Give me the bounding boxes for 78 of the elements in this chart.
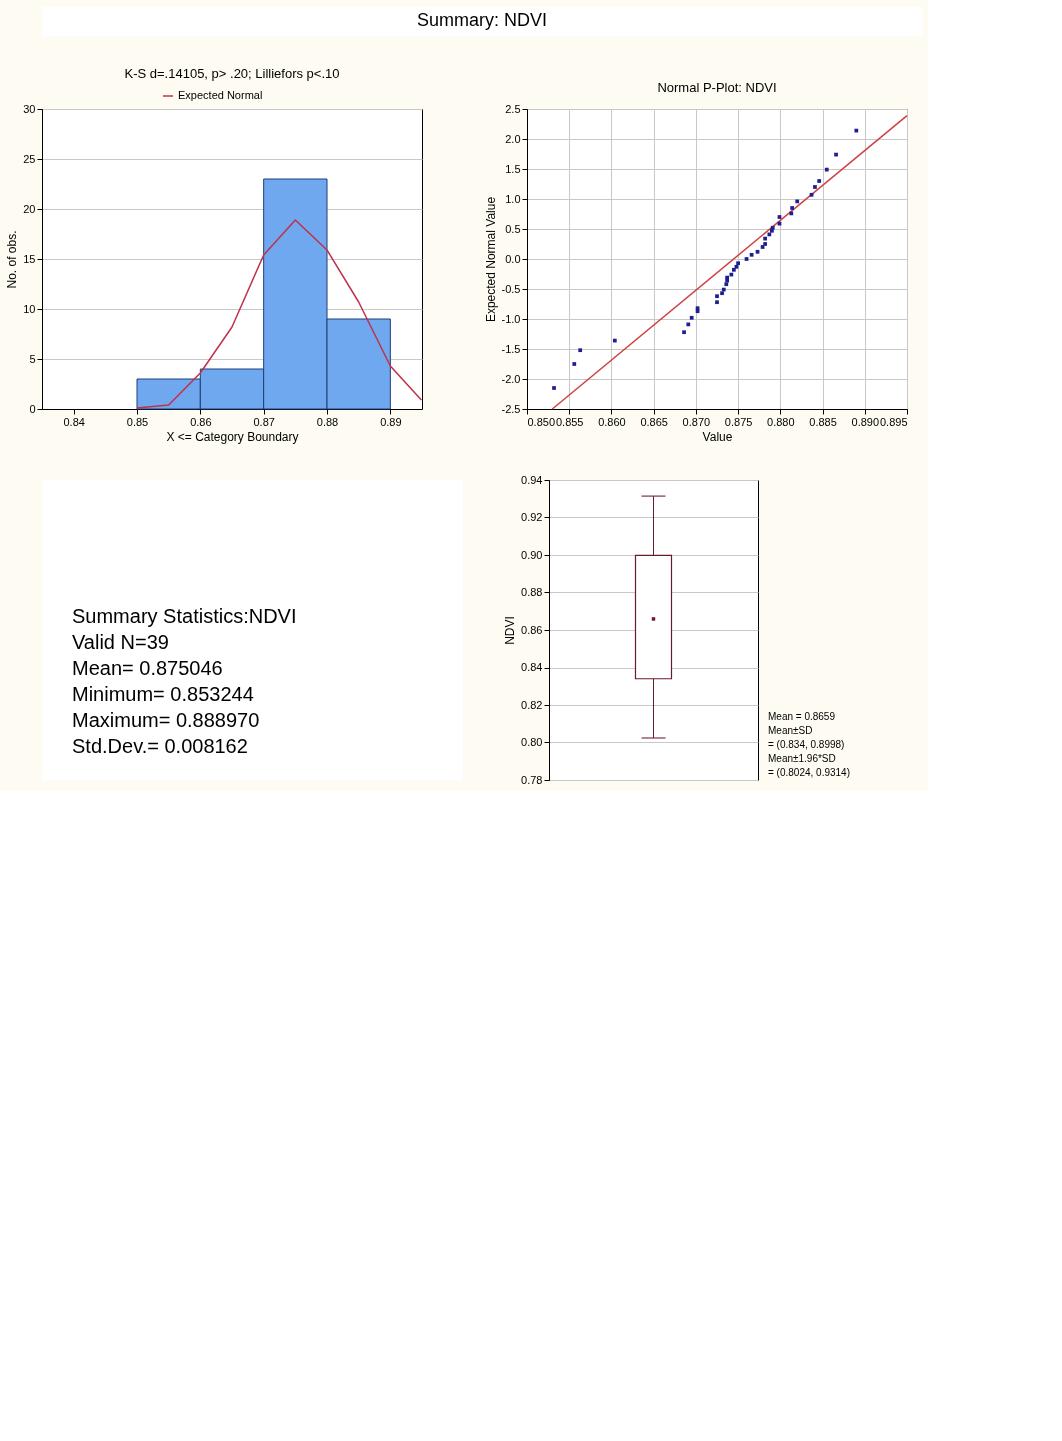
y-tick-label: -2.0 bbox=[501, 372, 521, 385]
x-tick-label: 0.850 bbox=[527, 415, 556, 428]
y-axis-title: No. of obs. bbox=[5, 230, 20, 289]
y-tick-label: 2.5 bbox=[505, 102, 521, 115]
y-tick-label: -2.5 bbox=[501, 402, 521, 415]
point bbox=[770, 228, 774, 233]
legend-label: Expected Normal bbox=[178, 89, 263, 101]
text: Std.Dev.= 0.008162 bbox=[72, 735, 248, 757]
point bbox=[552, 386, 556, 390]
point bbox=[572, 362, 577, 366]
text: = (0.8024, 0.9314) bbox=[768, 767, 851, 778]
y-tick-label: 0.92 bbox=[521, 511, 543, 523]
y-tick-label: 2.0 bbox=[505, 132, 521, 145]
text: Mean±SD bbox=[768, 725, 813, 736]
y-tick-label: 0.80 bbox=[521, 736, 543, 748]
y-tick-label: 10 bbox=[23, 302, 36, 315]
x-tick-label: 0.84 bbox=[63, 415, 85, 428]
text: Mean±1.96*SD bbox=[768, 753, 836, 764]
point bbox=[770, 225, 775, 230]
y-tick-label: 0.5 bbox=[505, 222, 521, 235]
point bbox=[682, 330, 686, 335]
y-tick-label: 0.94 bbox=[521, 473, 543, 486]
y-axis-title: Expected Normal Value bbox=[483, 196, 498, 323]
x-tick-label: 0.865 bbox=[640, 415, 668, 428]
y-tick-label: 0.86 bbox=[521, 623, 543, 636]
y-tick-label: 5 bbox=[29, 352, 36, 365]
y-tick-label: 1.5 bbox=[505, 162, 521, 175]
y-tick-label: 1.0 bbox=[505, 192, 521, 205]
y-tick-label: 15 bbox=[23, 252, 36, 265]
text: Mean = 0.8659 bbox=[768, 711, 836, 722]
x-tick-label: 0.875 bbox=[724, 415, 753, 428]
text: Valid N=39 bbox=[72, 631, 169, 653]
text: Maximum= 0.888970 bbox=[72, 709, 260, 731]
y-tick-label: 0.78 bbox=[521, 773, 543, 786]
x-tick-label: 0.860 bbox=[598, 415, 626, 428]
x-tick-label: 0.86 bbox=[190, 415, 212, 428]
x-tick-label: 0.85 bbox=[126, 415, 149, 428]
x-tick-label: 0.870 bbox=[682, 415, 711, 428]
point bbox=[578, 348, 583, 353]
x-tick-label: 0.855 bbox=[555, 415, 584, 428]
text: Minimum= 0.853244 bbox=[72, 683, 254, 705]
text: Summary: NDVI bbox=[416, 10, 548, 30]
y-tick-label: 25 bbox=[23, 152, 36, 165]
text: = (0.834, 0.8998) bbox=[768, 739, 845, 750]
point bbox=[790, 206, 795, 210]
point bbox=[720, 291, 724, 296]
y-tick-label: 30 bbox=[23, 102, 36, 115]
point bbox=[715, 294, 719, 299]
x-axis-title: X <= Category Boundary bbox=[166, 429, 299, 444]
y-tick-label: -1.5 bbox=[501, 342, 521, 355]
x-tick-label: 0.895 bbox=[879, 415, 908, 428]
y-tick-label: 20 bbox=[23, 202, 36, 215]
y-tick-label: -0.5 bbox=[501, 282, 521, 295]
y-tick-label: 0.0 bbox=[505, 252, 521, 265]
y-axis-title: NDVI bbox=[503, 616, 518, 645]
point bbox=[689, 315, 694, 320]
point bbox=[813, 185, 817, 189]
chart-title: K-S d=.14105, p> .20; Lilliefors p<.10 bbox=[124, 66, 340, 81]
x-tick-label: 0.88 bbox=[316, 415, 339, 428]
point bbox=[817, 179, 822, 183]
y-tick-label: 0.82 bbox=[521, 698, 543, 711]
x-tick-label: 0.880 bbox=[767, 415, 795, 428]
x-axis-title: Value bbox=[702, 429, 733, 444]
y-tick-label: 0.90 bbox=[521, 548, 543, 561]
x-tick-label: 0.89 bbox=[380, 415, 402, 428]
line-series bbox=[136, 219, 423, 409]
y-tick-label: 0.84 bbox=[521, 661, 543, 673]
x-tick-label: 0.87 bbox=[253, 415, 275, 428]
y-tick-label: 0.88 bbox=[521, 586, 543, 598]
point bbox=[724, 282, 729, 287]
text: Summary Statistics:NDVI bbox=[72, 605, 297, 627]
chart-title: Normal P-Plot: NDVI bbox=[657, 80, 777, 95]
y-tick-label: 0 bbox=[29, 402, 36, 415]
text: Mean= 0.875046 bbox=[72, 657, 223, 679]
point bbox=[715, 300, 719, 305]
x-tick-label: 0.890 bbox=[851, 415, 880, 428]
x-tick-label: 0.885 bbox=[809, 415, 837, 428]
y-tick-label: -1.0 bbox=[501, 312, 521, 325]
